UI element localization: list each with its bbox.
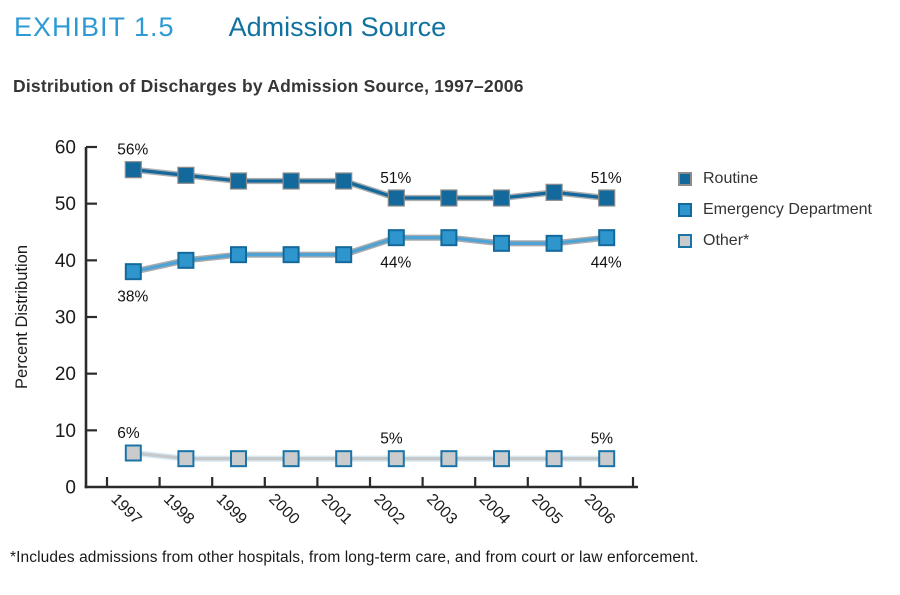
marker-1-9	[598, 229, 616, 247]
legend-swatch-emergency-department	[678, 203, 692, 217]
marker-2-6	[440, 450, 458, 468]
series-line-2	[133, 451, 607, 461]
svg-text:60: 60	[55, 138, 76, 159]
marker-2-3	[282, 450, 300, 468]
series-line-1	[132, 236, 607, 274]
marker-1-5	[387, 229, 405, 247]
svg-text:50: 50	[55, 194, 76, 215]
line-chart: 0 10 20 30 40 50 60 Percent Distribution 1997 199…	[13, 138, 638, 528]
marker-0-6	[440, 189, 458, 207]
point-label: 5%	[591, 431, 614, 448]
marker-2-7	[493, 450, 510, 468]
legend-item-other: Other*	[678, 232, 872, 250]
legend-label-routine: Routine	[703, 170, 759, 187]
marker-2-0	[124, 444, 142, 462]
marker-1-1	[177, 251, 195, 269]
marker-2-1	[177, 450, 195, 468]
marker-0-7	[492, 189, 511, 207]
y-axis-title: Percent Distribution	[13, 245, 31, 389]
x-tick-label: 1998	[160, 491, 197, 528]
chart-subtitle: Distribution of Discharges by Admission …	[13, 76, 524, 96]
marker-1-8	[545, 234, 563, 252]
marker-0-0	[124, 161, 142, 179]
marker-2-5	[387, 450, 405, 468]
exhibit-title: Admission Source	[228, 12, 447, 42]
marker-2-4	[335, 450, 353, 468]
marker-1-7	[493, 234, 510, 252]
x-tick-label: 1999	[213, 491, 250, 528]
legend-item-routine: Routine	[678, 170, 872, 188]
legend-item-emergency-department: Emergency Department	[678, 201, 872, 219]
legend-swatch-routine	[678, 172, 692, 186]
point-label: 56%	[117, 142, 148, 159]
svg-text:20: 20	[55, 364, 76, 385]
marker-2-8	[545, 450, 563, 468]
exhibit-number: EXHIBIT 1.5	[14, 12, 175, 42]
x-tick-label: 2001	[318, 491, 355, 528]
x-tick-label: 2004	[476, 491, 513, 528]
x-tick-label: 2000	[265, 491, 302, 528]
point-label: 6%	[117, 425, 140, 442]
series-line-0	[133, 168, 607, 200]
legend-label-other: Other*	[703, 232, 750, 249]
marker-0-3	[282, 172, 300, 190]
svg-text:10: 10	[55, 421, 76, 442]
x-tick-label: 2003	[423, 491, 460, 528]
svg-text:30: 30	[55, 308, 76, 329]
marker-1-4	[335, 246, 353, 264]
marker-0-4	[335, 172, 353, 190]
chart-legend: Routine Emergency Department Other*	[678, 170, 872, 263]
x-tick-label: 1997	[107, 491, 144, 528]
svg-text:0: 0	[65, 478, 76, 499]
marker-0-2	[229, 172, 248, 190]
x-tick-label: 2006	[581, 491, 618, 528]
exhibit-header: EXHIBIT 1.5 Admission Source	[14, 12, 446, 43]
marker-1-6	[440, 229, 458, 247]
marker-2-9	[598, 450, 616, 468]
marker-2-2	[230, 450, 247, 468]
marker-1-3	[282, 246, 300, 264]
legend-swatch-other	[678, 234, 692, 248]
point-label: 44%	[380, 255, 411, 272]
marker-0-5	[387, 189, 405, 207]
footnote: *Includes admissions from other hospital…	[10, 549, 699, 566]
marker-0-8	[545, 183, 563, 201]
point-label: 44%	[591, 255, 622, 272]
marker-1-2	[230, 246, 247, 264]
x-tick-label: 2002	[370, 491, 407, 528]
point-label: 38%	[117, 289, 148, 306]
x-tick-label: 2005	[528, 491, 565, 528]
point-label: 5%	[380, 431, 403, 448]
marker-0-1	[177, 166, 195, 184]
point-label: 51%	[380, 170, 411, 187]
point-label: 51%	[591, 170, 622, 187]
marker-1-0	[124, 263, 142, 281]
marker-0-9	[598, 189, 616, 207]
legend-label-emergency-department: Emergency Department	[703, 201, 872, 218]
svg-text:40: 40	[55, 251, 76, 272]
